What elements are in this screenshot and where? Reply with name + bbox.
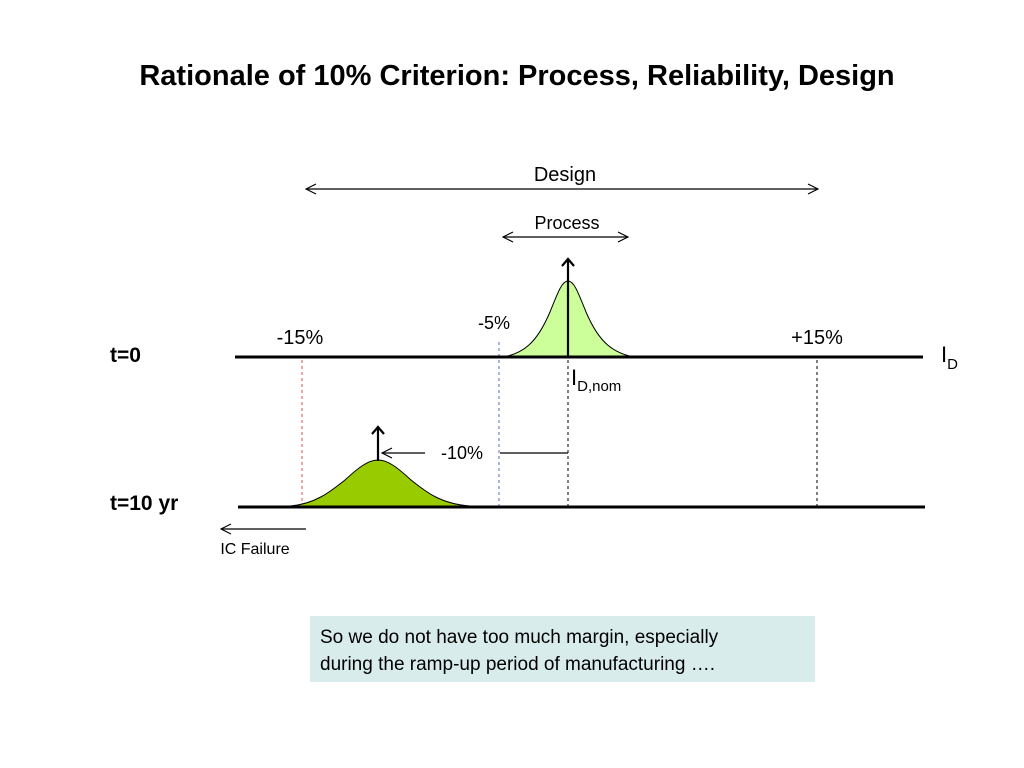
minus10-label: -10%: [441, 443, 483, 463]
ic-failure-label: IC Failure: [220, 541, 289, 558]
t10-distribution-curve: [289, 459, 471, 507]
t10-label: t=10 yr: [110, 492, 178, 515]
idnom-sub: D,nom: [577, 378, 621, 395]
id-main: I: [941, 342, 947, 367]
minus5-label: -5%: [478, 313, 510, 333]
slide-title: Rationale of 10% Criterion: Process, Rel…: [139, 60, 895, 92]
plus15-label: +15%: [791, 327, 843, 349]
note-line-2: during the ramp-up period of manufacturi…: [320, 654, 715, 675]
process-label: Process: [534, 213, 599, 233]
minus15-label: -15%: [277, 327, 324, 349]
design-label: Design: [534, 164, 596, 186]
id-sub: D: [947, 356, 958, 373]
id-axis-label: ID: [941, 342, 958, 373]
idnom-label: ID,nom: [571, 365, 621, 395]
t0-label: t=0: [110, 344, 141, 367]
note-box: So we do not have too much margin, espec…: [310, 616, 815, 682]
idnom-main: I: [571, 365, 577, 390]
note-line-1: So we do not have too much margin, espec…: [320, 627, 719, 648]
